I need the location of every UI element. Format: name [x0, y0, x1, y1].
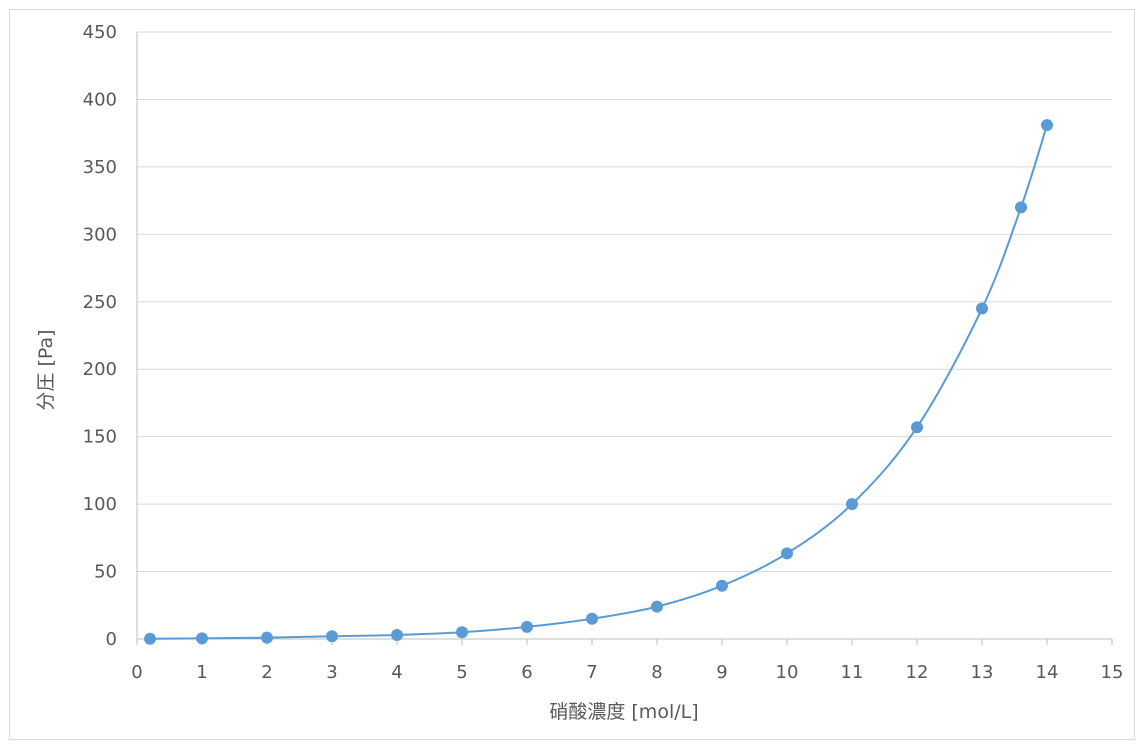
x-tick-label: 9: [716, 662, 727, 683]
data-point: [911, 421, 923, 434]
data-point: [1015, 201, 1027, 214]
chart-frame: [9, 9, 1135, 740]
x-tick-label: 15: [1101, 662, 1124, 683]
data-point: [716, 579, 728, 592]
y-tick-label: 450: [83, 22, 117, 43]
x-tick-label: 12: [906, 662, 929, 683]
data-point: [976, 302, 988, 315]
y-tick-label: 100: [83, 494, 117, 515]
data-point: [1041, 119, 1053, 132]
gridlines: [137, 31, 1112, 573]
x-tick-label: 3: [326, 662, 337, 683]
y-tick-label: 250: [83, 292, 117, 313]
axes: [136, 32, 1113, 645]
y-tick-label: 50: [94, 562, 117, 583]
y-tick-label: 0: [106, 629, 117, 650]
series-points: [144, 119, 1053, 645]
series-line: [149, 124, 1048, 640]
y-tick-label: 300: [83, 224, 117, 245]
data-point: [521, 620, 533, 633]
data-point: [391, 628, 403, 641]
x-tick-label: 11: [841, 662, 864, 683]
x-tick-label: 10: [776, 662, 799, 683]
data-point: [144, 632, 156, 645]
y-tick-labels: 0 50 100 150 200 250 300 350 400 450: [83, 22, 117, 650]
y-axis-title: 分圧 [Pa]: [35, 329, 57, 410]
data-point: [846, 498, 858, 511]
x-tick-label: 7: [586, 662, 597, 683]
x-tick-labels: 0 1 2 3 4 5 6 7 8 9 10 11 12 13 14 15: [131, 662, 1123, 683]
data-point: [586, 612, 598, 625]
data-point: [196, 632, 208, 645]
x-tick-label: 0: [131, 662, 142, 683]
y-tick-label: 400: [83, 89, 117, 110]
x-tick-label: 2: [261, 662, 272, 683]
x-tick-label: 1: [196, 662, 207, 683]
y-tick-label: 350: [83, 157, 117, 178]
data-point: [261, 631, 273, 644]
x-tick-label: 8: [651, 662, 662, 683]
y-tick-label: 150: [83, 427, 117, 448]
data-point: [456, 626, 468, 639]
x-tick-label: 14: [1036, 662, 1059, 683]
y-tick-label: 200: [83, 359, 117, 380]
data-point: [326, 630, 338, 643]
data-point: [651, 600, 663, 613]
x-tick-label: 6: [521, 662, 532, 683]
x-tick-label: 4: [391, 662, 402, 683]
x-tick-label: 13: [971, 662, 994, 683]
data-point: [781, 547, 793, 560]
x-tick-label: 5: [456, 662, 467, 683]
x-axis-title: 硝酸濃度 [mol/L]: [549, 701, 698, 723]
